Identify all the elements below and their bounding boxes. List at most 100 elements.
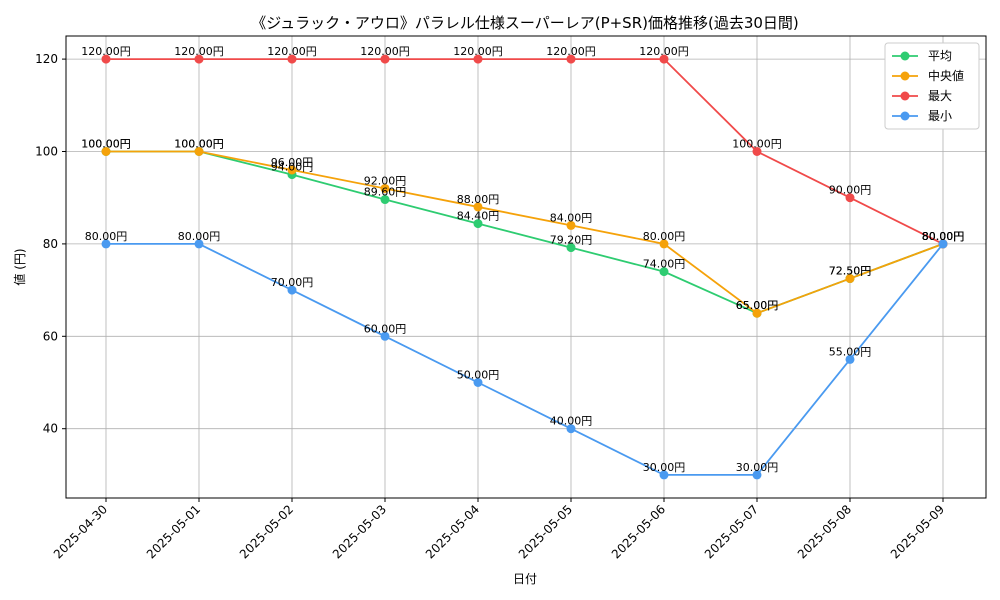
- data-label: 80.00円: [85, 230, 128, 243]
- x-tick-label: 2025-05-05: [516, 502, 575, 561]
- data-point: [473, 54, 483, 64]
- data-point: [566, 424, 576, 434]
- data-label: 55.00円: [829, 345, 872, 358]
- series-line: [106, 150, 944, 315]
- legend-marker: [900, 71, 910, 81]
- data-label: 60.00円: [364, 322, 407, 335]
- data-label: 79.20円: [550, 234, 593, 247]
- data-label: 120.00円: [174, 45, 224, 58]
- data-point: [938, 239, 948, 249]
- data-label: 30.00円: [736, 461, 779, 474]
- legend-label: 最大: [928, 89, 952, 103]
- data-point: [566, 220, 576, 230]
- grid: [66, 36, 986, 498]
- data-label: 92.00円: [364, 174, 407, 187]
- data-point: [845, 274, 855, 284]
- x-axis-label: 日付: [513, 572, 537, 586]
- series-line: [106, 242, 944, 476]
- data-point: [845, 193, 855, 203]
- x-tick-label: 2025-04-30: [51, 502, 110, 561]
- data-label: 84.00円: [550, 211, 593, 224]
- data-label: 65.00円: [736, 299, 779, 312]
- x-axis-ticks: 2025-04-30 2025-05-01 2025-05-02 2025-05-03…: [51, 498, 947, 561]
- data-point: [101, 147, 111, 156]
- plot-frame: [65, 35, 987, 499]
- data-point: [287, 165, 297, 175]
- series-line: [106, 58, 944, 245]
- data-point: [752, 470, 762, 480]
- data-label: 50.00円: [457, 369, 500, 382]
- data-point: [566, 54, 576, 64]
- data-point: [101, 239, 111, 249]
- data-label: 88.00円: [457, 193, 500, 206]
- data-point: [194, 239, 204, 249]
- data-point: [194, 147, 204, 156]
- data-label: 80.00円: [922, 230, 965, 243]
- data-label: 100.00円: [174, 138, 224, 151]
- data-point: [380, 331, 390, 341]
- data-point: [287, 54, 297, 64]
- data-label: 100.00円: [81, 138, 131, 151]
- x-tick-label: 2025-05-02: [237, 502, 296, 561]
- y-tick-label: 60: [43, 329, 58, 343]
- x-tick-label: 2025-05-09: [888, 502, 947, 561]
- data-label: 120.00円: [639, 45, 689, 58]
- y-tick-label: 80: [43, 237, 58, 251]
- data-label: 120.00円: [267, 45, 317, 58]
- legend-label: 中央値: [928, 68, 964, 83]
- data-labels: 100.00円 100.00円 94.00円 89.60円 84.40円 79.20円 74…: [81, 45, 964, 474]
- data-point: [659, 267, 669, 277]
- x-tick-label: 2025-05-06: [609, 502, 668, 561]
- x-tick-label: 2025-05-07: [702, 502, 761, 561]
- series-line: [106, 150, 944, 315]
- data-label: 96.00円: [271, 156, 314, 169]
- data-point: [380, 195, 390, 205]
- y-tick-label: 100: [35, 145, 58, 159]
- data-point: [752, 147, 762, 156]
- x-tick-label: 2025-05-01: [144, 502, 203, 561]
- series-group: [101, 54, 948, 480]
- x-tick-label: 2025-05-08: [795, 502, 854, 561]
- legend-marker: [900, 91, 910, 101]
- y-tick-label: 120: [35, 52, 58, 66]
- data-label: 65.00円: [736, 299, 779, 312]
- data-label: 80.00円: [643, 230, 686, 243]
- y-tick-label: 40: [43, 422, 58, 436]
- data-label: 120.00円: [546, 45, 596, 58]
- data-label: 120.00円: [81, 45, 131, 58]
- data-point: [473, 202, 483, 212]
- data-label: 84.40円: [457, 210, 500, 223]
- y-axis-label: 値 (円): [12, 248, 27, 285]
- data-label: 94.00円: [271, 161, 314, 174]
- legend-box: [884, 42, 980, 130]
- data-point: [752, 308, 762, 318]
- data-point: [659, 470, 669, 480]
- data-point: [473, 219, 483, 229]
- data-label: 100.00円: [732, 138, 782, 151]
- data-label: 120.00円: [453, 45, 503, 58]
- y-axis-ticks: 40 60 80 100 120: [35, 52, 66, 436]
- data-label: 74.00円: [643, 258, 686, 271]
- data-label: 80.00円: [922, 230, 965, 243]
- data-point: [566, 243, 576, 253]
- data-point: [194, 54, 204, 64]
- legend-label: 平均: [928, 49, 952, 63]
- data-label: 100.00円: [81, 138, 131, 151]
- data-label: 90.00円: [829, 184, 872, 197]
- data-point: [659, 239, 669, 249]
- data-label: 72.50円: [829, 265, 872, 278]
- data-label: 72.50円: [829, 265, 872, 278]
- data-point: [845, 354, 855, 364]
- chart-title: 《ジュラック・アウロ》パラレル仕様スーパーレア(P+SR)価格推移(過去30日間…: [251, 14, 799, 32]
- x-tick-label: 2025-05-04: [423, 502, 482, 561]
- data-label: 89.60円: [364, 186, 407, 199]
- data-label: 80.00円: [922, 230, 965, 243]
- data-label: 70.00円: [271, 276, 314, 289]
- data-label: 30.00円: [643, 461, 686, 474]
- data-label: 100.00円: [174, 138, 224, 151]
- data-label: 80.00円: [178, 230, 221, 243]
- x-tick-label: 2025-05-03: [330, 502, 389, 561]
- data-label: 120.00円: [360, 45, 410, 58]
